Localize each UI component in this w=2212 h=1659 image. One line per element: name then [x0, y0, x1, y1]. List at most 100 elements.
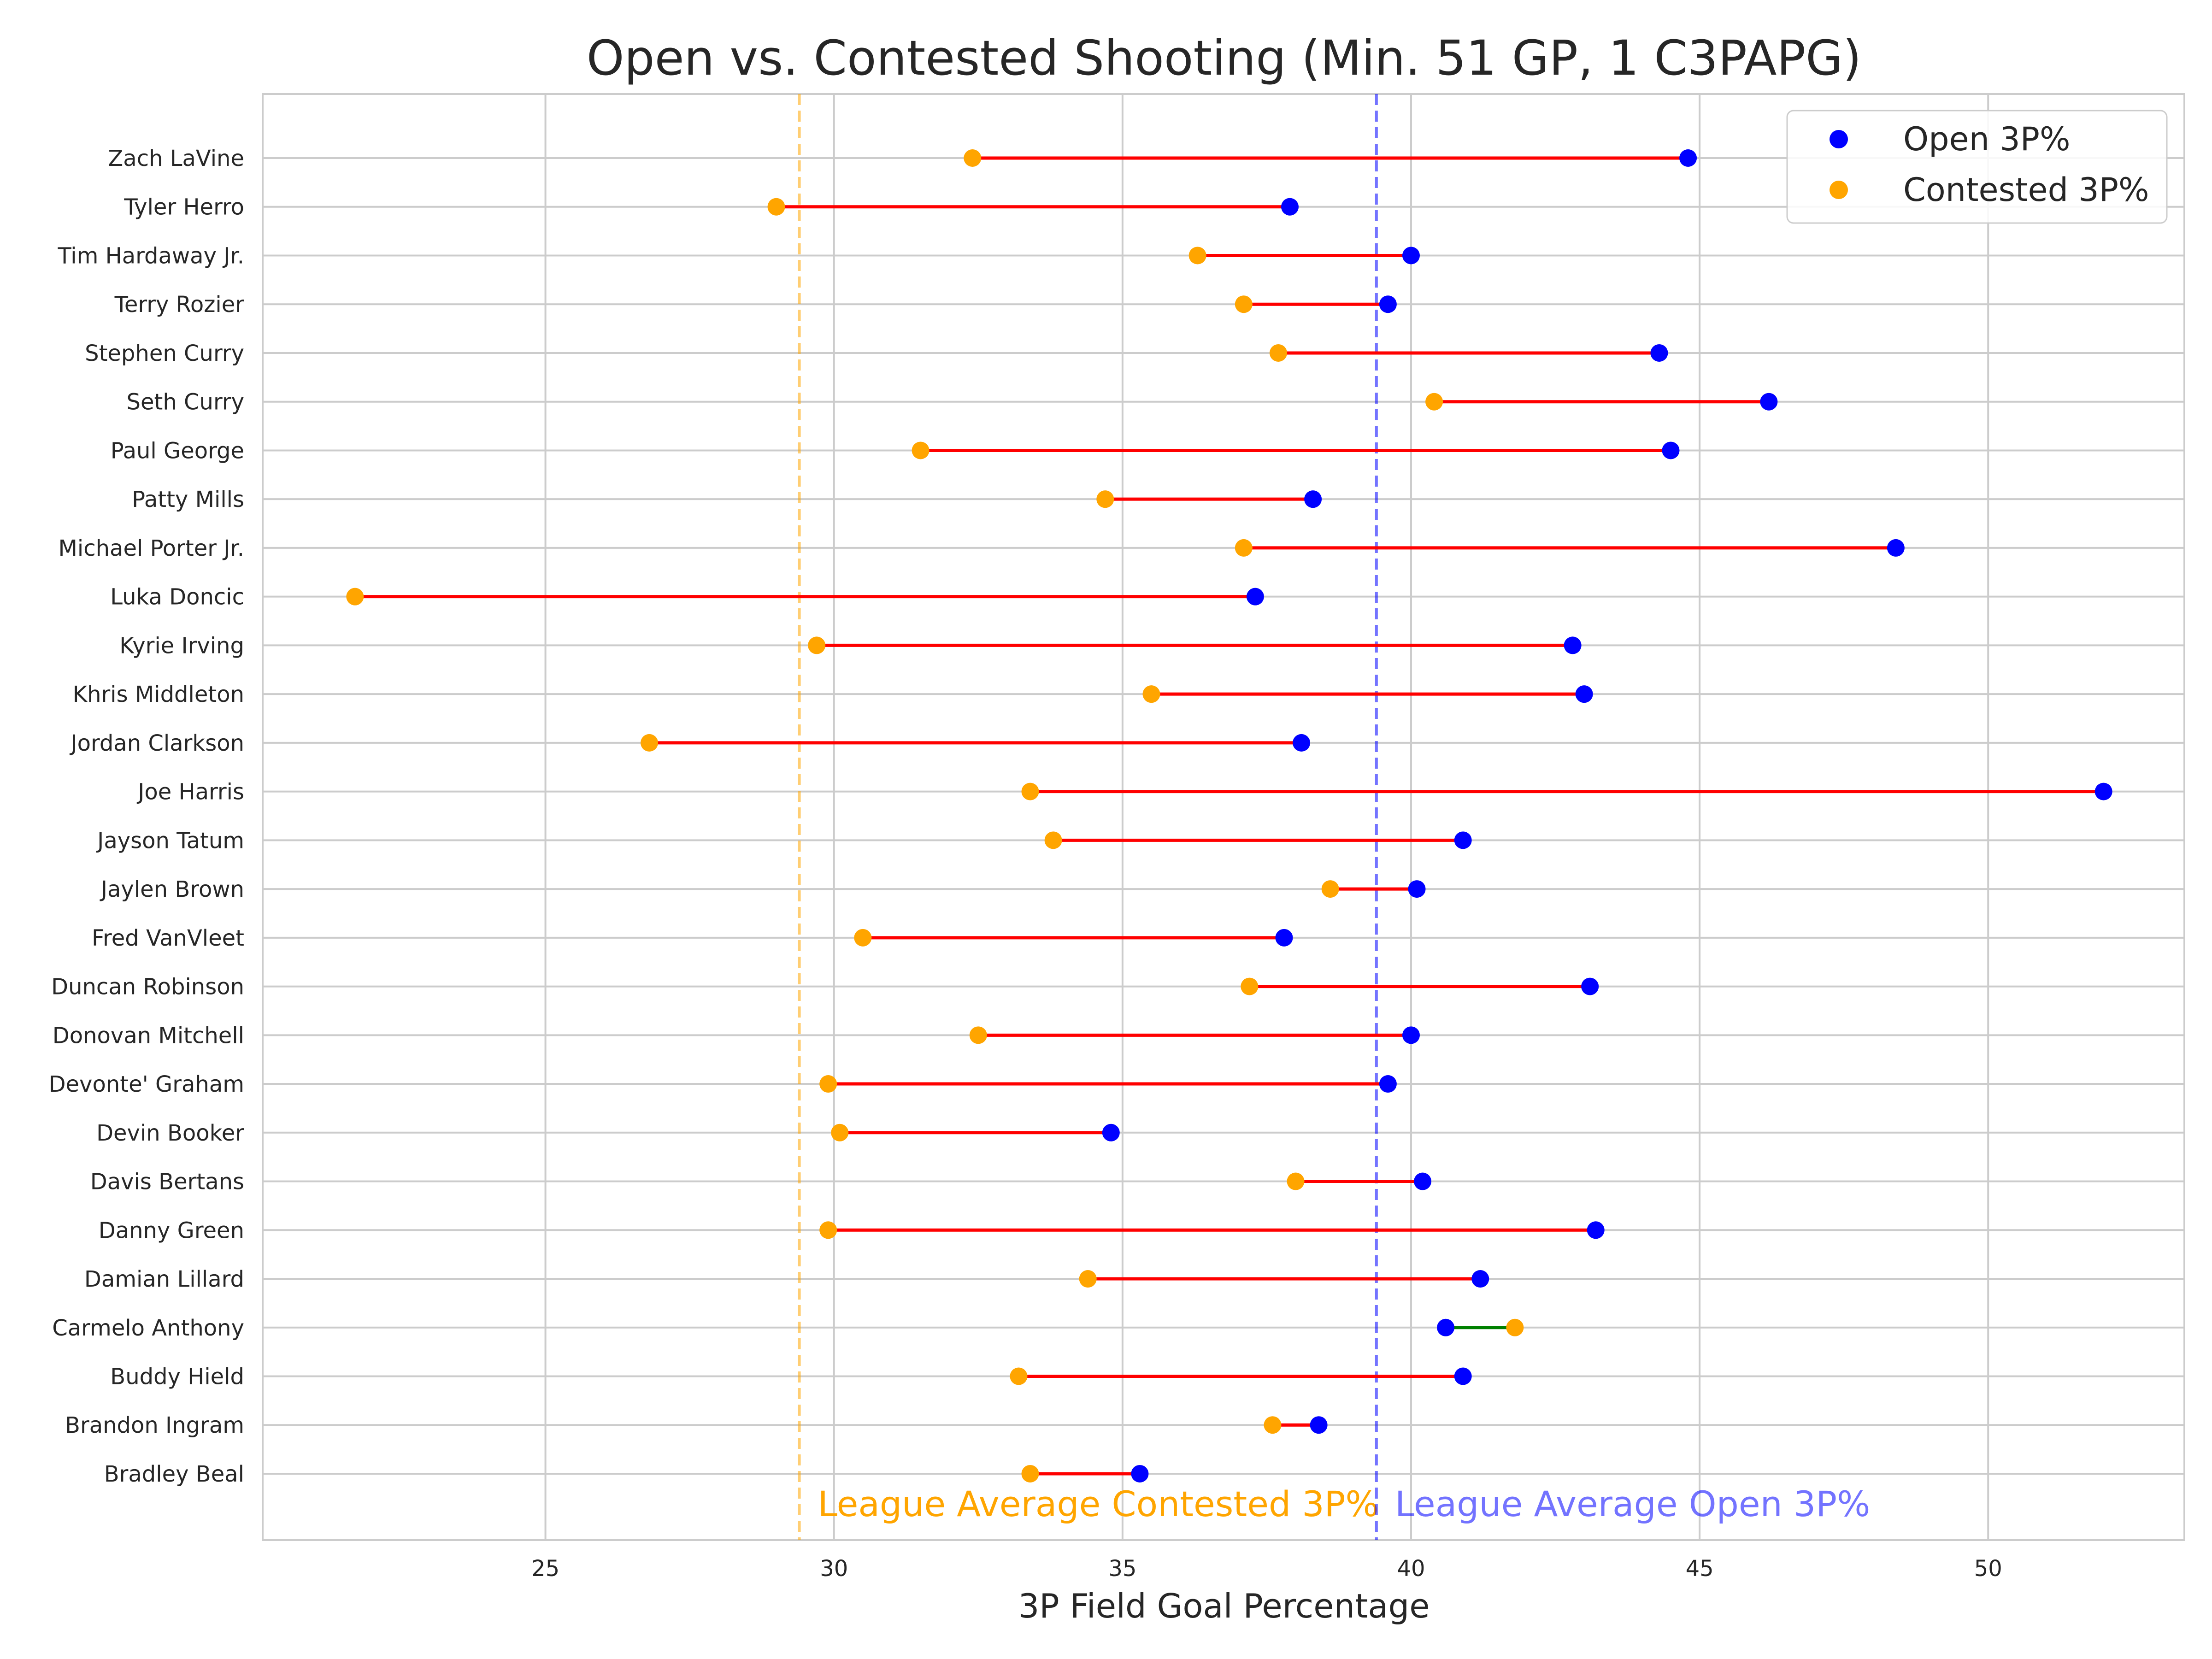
reference-lines: League Average Contested 3P% League Avera… — [798, 94, 1870, 1540]
x-tick-label: 35 — [1108, 1556, 1136, 1582]
y-tick-label: Danny Green — [99, 1218, 244, 1243]
contested-point — [819, 1075, 837, 1093]
x-tick-label: 25 — [531, 1556, 559, 1582]
y-tick-label: Zach LaVine — [108, 146, 244, 171]
y-tick-label: Jordan Clarkson — [69, 730, 244, 756]
y-tick-label: Tyler Herro — [124, 194, 244, 220]
contested-point — [912, 441, 930, 459]
open-point — [1454, 831, 1472, 849]
contested-point — [1269, 344, 1287, 362]
open-point — [1304, 490, 1322, 508]
chart-title: Open vs. Contested Shooting (Min. 51 GP,… — [587, 30, 1862, 86]
y-tick-label: Joe Harris — [136, 779, 244, 805]
y-tick-label: Seth Curry — [127, 389, 244, 415]
open-point — [2094, 782, 2112, 800]
y-tick-label: Michael Porter Jr. — [58, 535, 244, 561]
open-point — [1887, 539, 1905, 557]
contested-point — [1287, 1172, 1305, 1190]
x-tick-labels: 25 30 35 40 45 50 — [531, 1556, 2002, 1582]
contested-point — [969, 1026, 987, 1044]
open-point — [1402, 247, 1420, 265]
contested-point — [1425, 393, 1443, 411]
y-tick-label: Jaylen Brown — [100, 877, 244, 902]
open-point — [1414, 1172, 1432, 1190]
y-tick-label: Khris Middleton — [73, 682, 244, 707]
reference-label-contested: League Average Contested 3P% — [818, 1483, 1379, 1524]
y-tick-label: Luka Doncic — [110, 584, 244, 610]
open-point — [1293, 734, 1311, 752]
y-tick-label: Brandon Ingram — [65, 1412, 244, 1438]
y-tick-label: Kyrie Irving — [119, 633, 244, 659]
contested-point — [1096, 490, 1114, 508]
open-point — [1402, 1026, 1420, 1044]
connectors — [355, 156, 2104, 1476]
points — [346, 149, 2112, 1483]
open-point — [1379, 1075, 1397, 1093]
y-tick-label: Buddy Hield — [110, 1364, 244, 1390]
contested-point — [1021, 782, 1039, 800]
legend-marker-open — [1830, 130, 1848, 148]
x-tick-label: 30 — [820, 1556, 848, 1582]
open-point — [1471, 1270, 1489, 1288]
open-point — [1575, 685, 1593, 703]
open-point — [1131, 1465, 1149, 1483]
open-point — [1310, 1416, 1328, 1434]
y-tick-label: Bradley Beal — [104, 1461, 244, 1487]
contested-point — [641, 734, 659, 752]
contested-point — [1044, 831, 1062, 849]
reference-label-open: League Average Open 3P% — [1395, 1483, 1870, 1524]
legend-box — [1786, 110, 2168, 224]
y-tick-label: Devonte' Graham — [49, 1071, 244, 1097]
y-tick-label: Stephen Curry — [85, 341, 244, 366]
legend-label-contested: Contested 3P% — [1903, 171, 2149, 209]
contested-point — [1142, 685, 1160, 703]
contested-point — [854, 929, 872, 947]
legend-marker-contested — [1830, 181, 1848, 199]
contested-point — [1021, 1465, 1039, 1483]
open-point — [1102, 1124, 1120, 1141]
plot-area — [262, 93, 2185, 1541]
contested-point — [831, 1124, 849, 1141]
contested-point — [767, 198, 785, 216]
y-tick-label: Donovan Mitchell — [53, 1023, 244, 1048]
x-tick-label: 40 — [1397, 1556, 1425, 1582]
y-tick-label: Patty Mills — [132, 487, 244, 512]
x-tick-label: 45 — [1686, 1556, 1714, 1582]
contested-point — [346, 588, 364, 606]
contested-point — [808, 636, 826, 654]
legend-label-open: Open 3P% — [1903, 120, 2070, 158]
y-tick-label: Devin Booker — [96, 1120, 244, 1146]
contested-point — [1241, 977, 1259, 995]
contested-point — [964, 149, 982, 167]
contested-point — [1235, 539, 1253, 557]
contested-point — [1235, 295, 1253, 313]
y-tick-label: Damian Lillard — [84, 1266, 244, 1292]
y-tick-label: Duncan Robinson — [51, 974, 244, 1000]
open-point — [1379, 295, 1397, 313]
open-point — [1581, 977, 1599, 995]
x-tick-label: 50 — [1974, 1556, 2002, 1582]
legend: Open 3P% Contested 3P% — [1786, 110, 2168, 224]
x-axis-label: 3P Field Goal Percentage — [1018, 1587, 1430, 1625]
open-point — [1662, 441, 1680, 459]
y-tick-label: Terry Rozier — [114, 292, 245, 318]
y-tick-label: Tim Hardaway Jr. — [57, 243, 244, 269]
open-point — [1246, 588, 1264, 606]
y-tick-label: Jayson Tatum — [96, 828, 244, 853]
y-tick-label: Carmelo Anthony — [52, 1315, 244, 1341]
open-point — [1275, 929, 1293, 947]
open-point — [1454, 1367, 1472, 1385]
open-point — [1437, 1318, 1455, 1336]
y-tick-label: Fred VanVleet — [92, 925, 244, 951]
open-point — [1679, 149, 1697, 167]
open-point — [1564, 636, 1582, 654]
contested-point — [1079, 1270, 1097, 1288]
open-point — [1587, 1221, 1605, 1239]
contested-point — [1506, 1318, 1524, 1336]
y-tick-label: Paul George — [111, 438, 244, 464]
contested-point — [1264, 1416, 1282, 1434]
contested-point — [1321, 880, 1339, 898]
contested-point — [819, 1221, 837, 1239]
open-point — [1760, 393, 1778, 411]
